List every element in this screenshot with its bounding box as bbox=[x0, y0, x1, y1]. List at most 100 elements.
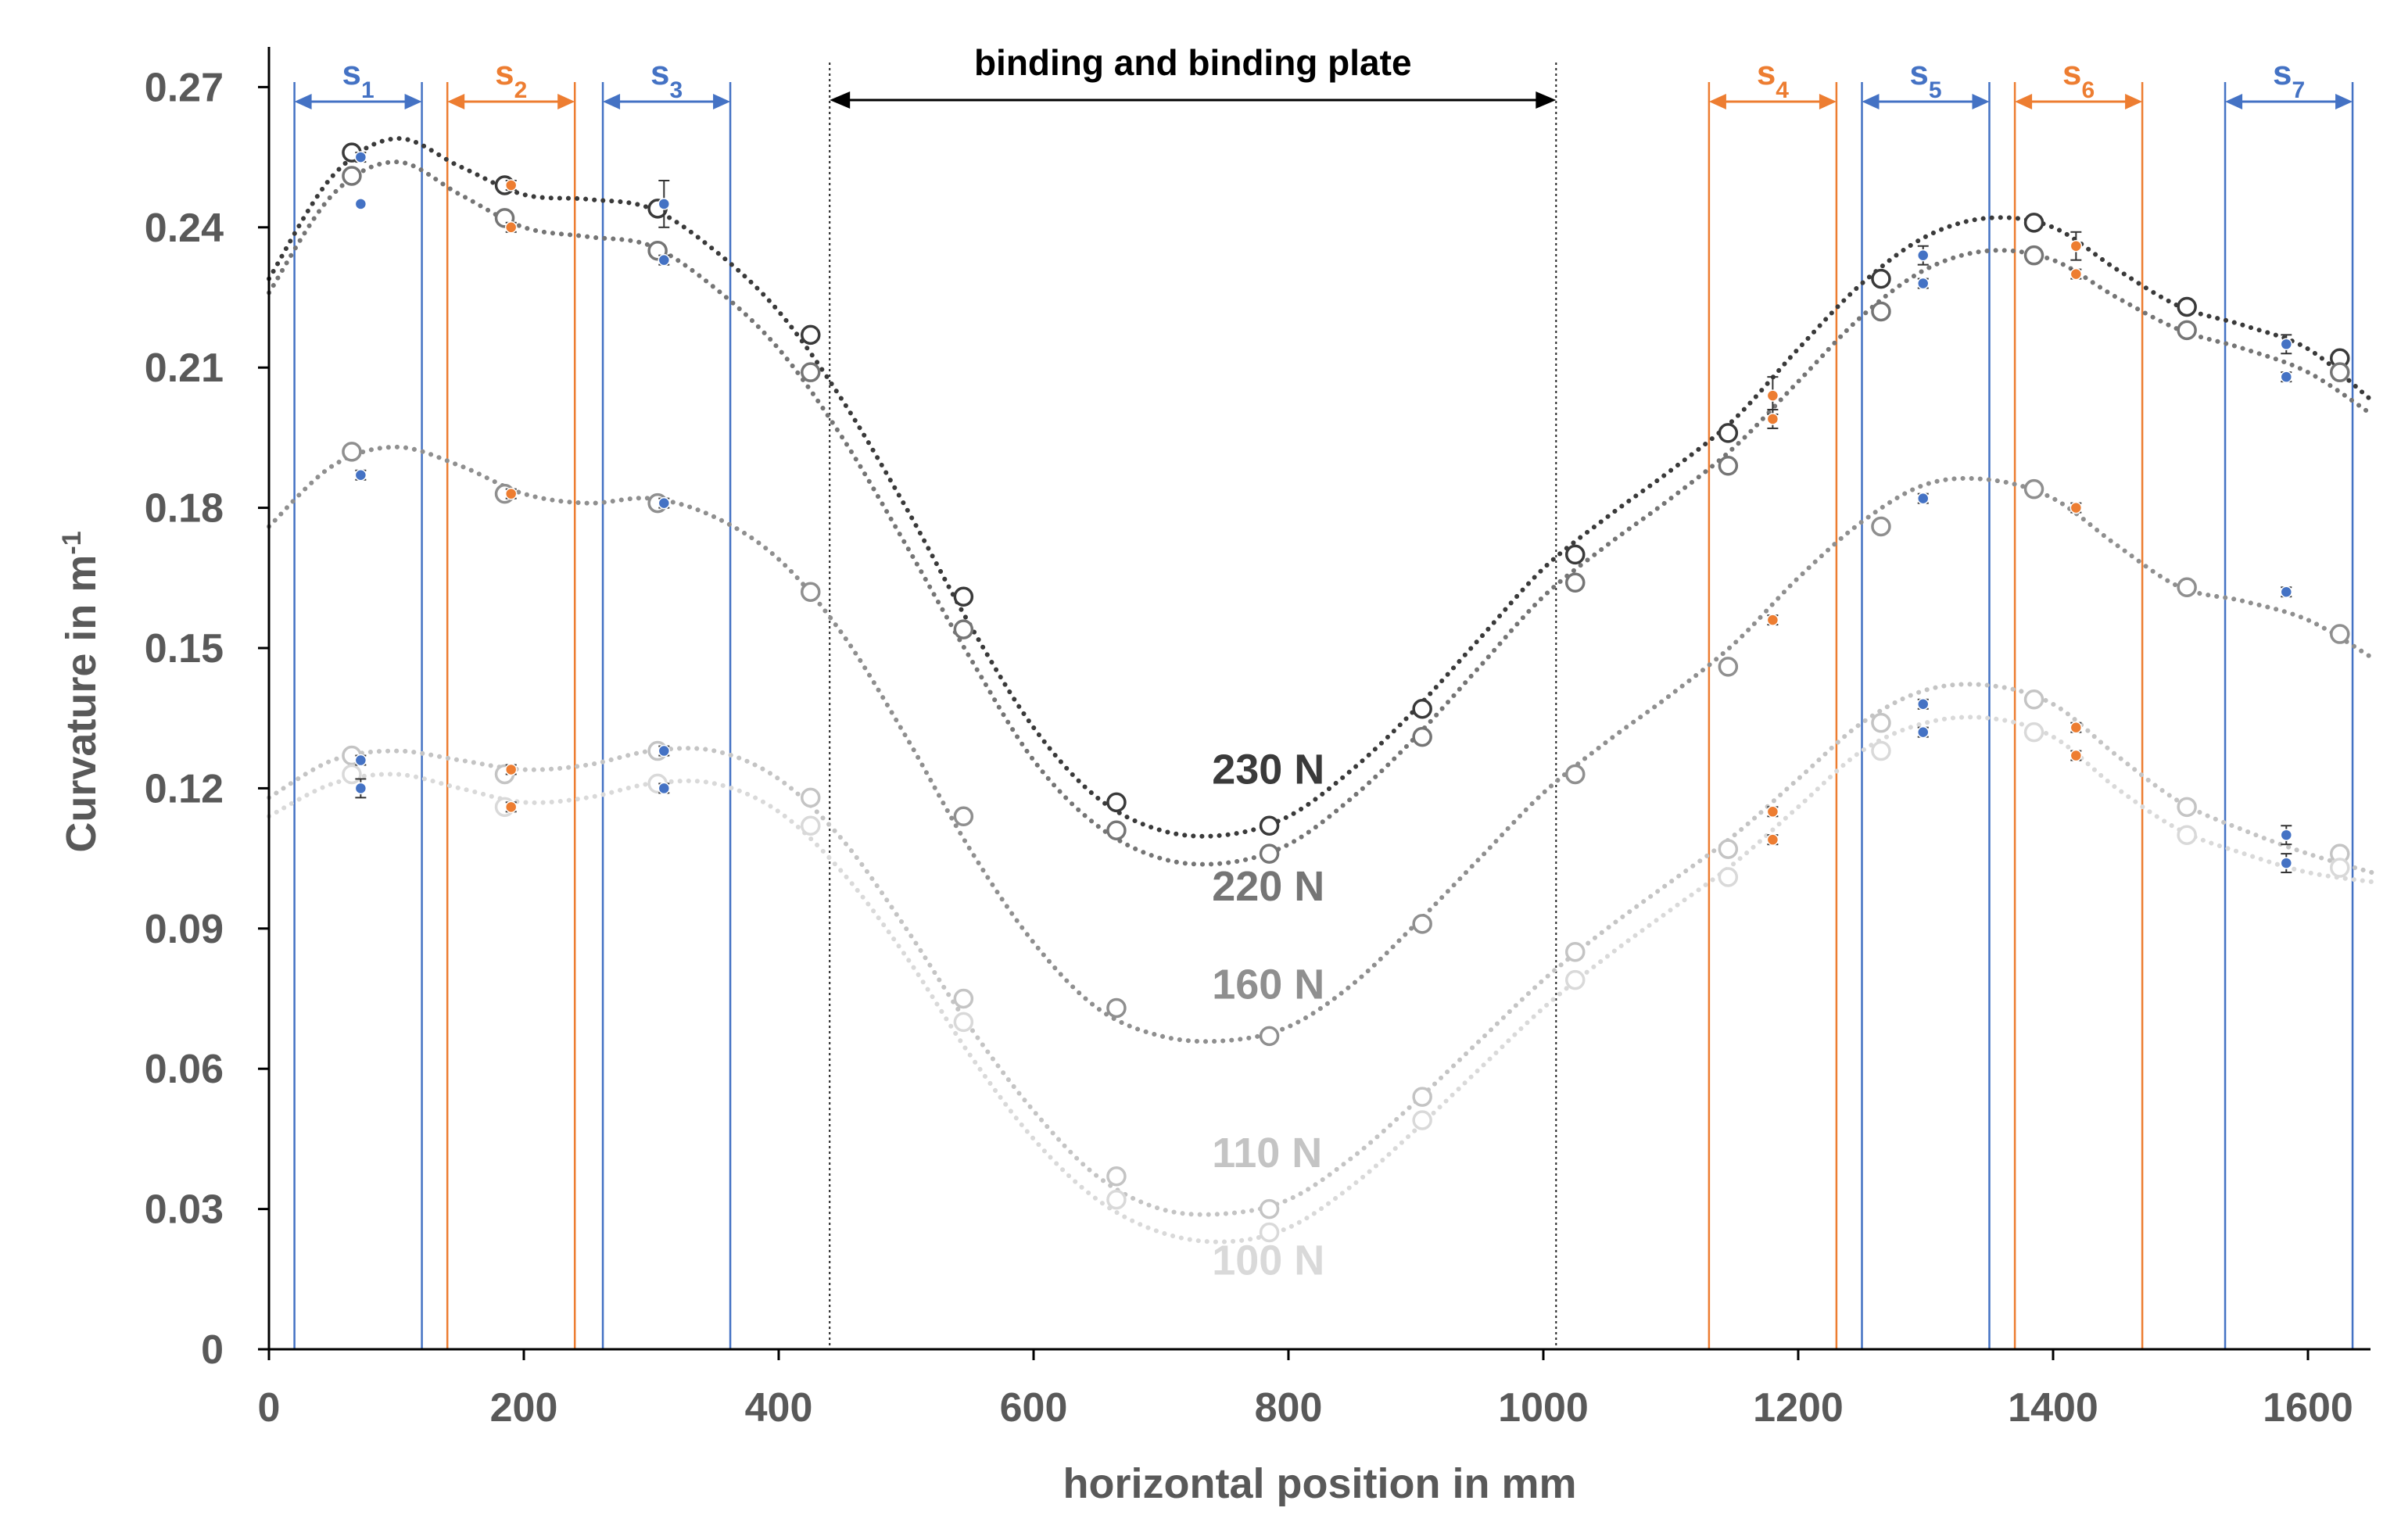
measured-dot bbox=[1916, 725, 1930, 739]
point-220n bbox=[801, 362, 821, 382]
measured-dot bbox=[2280, 857, 2293, 869]
measured-dot bbox=[1916, 277, 1930, 290]
point-160n bbox=[1871, 516, 1891, 537]
measured-dot bbox=[658, 198, 671, 210]
series-labels: 230 N 220 N 160 N 110 N 100 N bbox=[1212, 746, 1324, 1284]
point-110n bbox=[2023, 689, 2044, 710]
measured-point bbox=[2070, 501, 2083, 514]
measured-point bbox=[504, 221, 518, 234]
point-160n bbox=[801, 582, 821, 602]
x-tick-label: 1000 bbox=[1498, 1385, 1589, 1431]
measured-dot bbox=[2280, 586, 2293, 598]
point-230n bbox=[1718, 423, 1739, 443]
binding-region: binding and binding plate bbox=[829, 42, 1557, 1349]
measured-dot bbox=[658, 744, 671, 757]
y-tick-label: 0 bbox=[201, 1327, 224, 1373]
point-160n bbox=[2177, 577, 2197, 598]
point-110n bbox=[953, 988, 974, 1009]
segment-4: s4 bbox=[1708, 54, 1838, 1349]
point-110n bbox=[1565, 941, 1586, 962]
measured-dot bbox=[1766, 833, 1779, 846]
point-110n bbox=[801, 787, 821, 808]
measured-point bbox=[504, 487, 518, 500]
point-100n bbox=[2330, 858, 2350, 878]
segment-6: s6 bbox=[2013, 54, 2144, 1349]
point-100n bbox=[342, 764, 362, 785]
point-220n bbox=[1259, 843, 1280, 864]
x-tick-label: 1400 bbox=[2008, 1385, 2098, 1431]
measured-point bbox=[2070, 231, 2083, 261]
trend-line-220n bbox=[267, 159, 2374, 867]
segment-arrow-head-left bbox=[2225, 94, 2243, 109]
trend-line-160n bbox=[267, 444, 2374, 1044]
x-tick-label: 1600 bbox=[2263, 1385, 2353, 1431]
measured-point bbox=[354, 468, 367, 482]
point-100n bbox=[1565, 969, 1586, 990]
measured-dot bbox=[504, 221, 518, 234]
measured-point bbox=[2070, 749, 2083, 762]
segment-arrow-head-right bbox=[1819, 94, 1837, 109]
segment-arrow-head-right bbox=[2335, 94, 2353, 109]
measured-dot bbox=[354, 468, 367, 482]
point-100n bbox=[2177, 825, 2197, 845]
data-points bbox=[342, 142, 2350, 1243]
point-220n bbox=[1718, 456, 1739, 476]
measured-point bbox=[1766, 614, 1779, 626]
point-230n bbox=[1871, 268, 1891, 289]
measured-point bbox=[1916, 245, 1930, 266]
measured-point bbox=[2280, 825, 2293, 846]
segment-7: s7 bbox=[2224, 54, 2354, 1349]
segment-arrow-head-right bbox=[404, 94, 422, 109]
measured-dot bbox=[658, 253, 671, 267]
region-arrow-head-right bbox=[1536, 91, 1557, 109]
measured-point bbox=[658, 253, 671, 267]
segment-arrow-head-right bbox=[713, 94, 731, 109]
measured-dot bbox=[354, 198, 367, 210]
measured-point bbox=[2070, 267, 2083, 281]
trend-line-230n bbox=[267, 136, 2374, 839]
point-230n bbox=[1565, 544, 1586, 565]
point-160n bbox=[953, 806, 974, 827]
measured-point bbox=[504, 763, 518, 776]
measured-point bbox=[1916, 698, 1930, 711]
point-230n bbox=[1412, 698, 1432, 719]
measured-points bbox=[354, 151, 2293, 874]
x-tick-label: 600 bbox=[1000, 1385, 1068, 1431]
segment-arrow-head-left bbox=[603, 94, 621, 109]
measured-point bbox=[354, 198, 367, 210]
x-tick-label: 0 bbox=[258, 1385, 281, 1431]
y-tick-label: 0.12 bbox=[145, 766, 224, 811]
measured-point bbox=[2280, 853, 2293, 874]
point-100n bbox=[1106, 1189, 1127, 1210]
measured-point bbox=[1766, 833, 1779, 846]
measured-dot bbox=[2070, 721, 2083, 734]
y-axis-title-text: Curvature in m bbox=[58, 555, 105, 853]
y-tick-label: 0.15 bbox=[145, 626, 224, 672]
measured-point bbox=[1916, 492, 1930, 505]
point-220n bbox=[1871, 301, 1891, 322]
point-100n bbox=[801, 815, 821, 836]
measured-dot bbox=[2070, 267, 2083, 281]
point-160n bbox=[1259, 1026, 1280, 1047]
point-220n bbox=[1106, 820, 1127, 840]
measured-point bbox=[2280, 371, 2293, 383]
measured-dot bbox=[2280, 371, 2293, 383]
point-110n bbox=[1718, 839, 1739, 859]
segment-label: s1 bbox=[342, 54, 374, 103]
point-110n bbox=[1412, 1087, 1432, 1107]
measured-point bbox=[1766, 805, 1779, 818]
point-100n bbox=[953, 1012, 974, 1033]
measured-point bbox=[658, 782, 671, 795]
segment-arrow-head-left bbox=[2015, 94, 2033, 109]
measured-dot bbox=[504, 800, 518, 814]
segment-arrow-head-left bbox=[1708, 94, 1726, 109]
point-230n bbox=[2177, 296, 2197, 317]
point-230n bbox=[801, 324, 821, 346]
measured-dot bbox=[1916, 698, 1930, 711]
point-110n bbox=[1106, 1166, 1127, 1187]
series-label-230n: 230 N bbox=[1212, 746, 1324, 793]
x-tick-label: 800 bbox=[1255, 1385, 1323, 1431]
segment-5: s5 bbox=[1861, 54, 1991, 1349]
measured-dot bbox=[2070, 239, 2083, 252]
measured-dot bbox=[504, 487, 518, 500]
